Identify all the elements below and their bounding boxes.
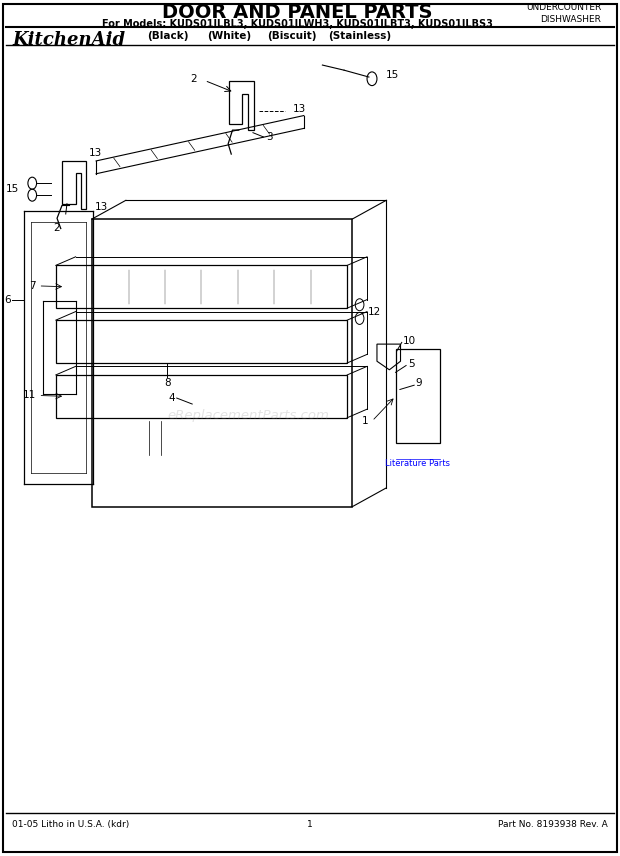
Text: 11: 11: [23, 390, 36, 401]
Text: DOOR AND PANEL PARTS: DOOR AND PANEL PARTS: [162, 3, 433, 21]
Bar: [56, 265, 347, 308]
Text: KitchenAid: KitchenAid: [12, 31, 125, 49]
Text: (Stainless): (Stainless): [328, 31, 391, 41]
Text: 3: 3: [267, 132, 273, 142]
Text: 9: 9: [415, 378, 422, 389]
Bar: [56, 375, 347, 418]
Text: 1: 1: [362, 416, 369, 426]
Text: 13: 13: [293, 104, 306, 114]
Text: 15: 15: [386, 70, 399, 80]
Text: 15: 15: [6, 184, 19, 194]
Text: 6: 6: [4, 294, 11, 305]
Text: 8: 8: [164, 378, 171, 389]
Text: For Models: KUDS01ILBL3, KUDS01ILWH3, KUDS01ILBT3, KUDS01ILBS3: For Models: KUDS01ILBL3, KUDS01ILWH3, KU…: [102, 19, 493, 29]
Text: 5: 5: [408, 359, 415, 369]
Text: 7: 7: [29, 281, 36, 291]
Bar: [92, 219, 352, 507]
Text: (White): (White): [207, 31, 252, 41]
Bar: [396, 349, 440, 443]
Text: (Black): (Black): [147, 31, 188, 41]
Text: 13: 13: [95, 202, 108, 212]
Text: Part No. 8193938 Rev. A: Part No. 8193938 Rev. A: [498, 820, 608, 829]
Text: UNDERCOUNTER: UNDERCOUNTER: [526, 3, 601, 12]
Text: (Biscuit): (Biscuit): [267, 31, 316, 41]
Text: 13: 13: [89, 148, 102, 158]
Text: Literature Parts: Literature Parts: [386, 459, 450, 468]
Bar: [56, 320, 347, 363]
Text: 12: 12: [368, 306, 381, 317]
Text: DISHWASHER: DISHWASHER: [541, 15, 601, 24]
Text: 4: 4: [168, 393, 175, 403]
Text: 2: 2: [54, 223, 60, 233]
Text: 2: 2: [191, 74, 197, 84]
Text: 1: 1: [307, 820, 313, 829]
Text: 01-05 Litho in U.S.A. (kdr): 01-05 Litho in U.S.A. (kdr): [12, 820, 130, 829]
Text: eReplacementParts.com: eReplacementParts.com: [167, 408, 329, 422]
Text: 10: 10: [403, 336, 416, 346]
